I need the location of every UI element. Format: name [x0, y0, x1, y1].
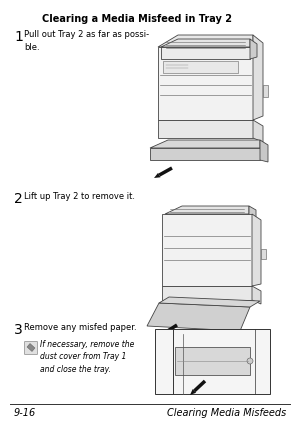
Bar — [161, 48, 250, 60]
Polygon shape — [193, 380, 206, 392]
Text: 2: 2 — [14, 192, 23, 205]
Text: 3: 3 — [14, 322, 23, 336]
Text: Remove any misfed paper.: Remove any misfed paper. — [24, 322, 136, 331]
Text: Clearing a Media Misfeed in Tray 2: Clearing a Media Misfeed in Tray 2 — [42, 14, 232, 24]
Polygon shape — [27, 344, 35, 352]
Polygon shape — [253, 36, 263, 121]
Text: Lift up Tray 2 to remove it.: Lift up Tray 2 to remove it. — [24, 192, 135, 201]
Text: Pull out Tray 2 as far as possi-
ble.: Pull out Tray 2 as far as possi- ble. — [24, 30, 149, 52]
Text: 1: 1 — [14, 30, 23, 44]
Polygon shape — [161, 40, 250, 48]
Polygon shape — [147, 303, 250, 331]
Polygon shape — [159, 324, 178, 337]
Polygon shape — [154, 173, 160, 178]
Text: Clearing Media Misfeeds: Clearing Media Misfeeds — [167, 407, 286, 417]
FancyBboxPatch shape — [25, 342, 38, 355]
Polygon shape — [252, 215, 261, 286]
Bar — [158, 121, 253, 139]
Polygon shape — [150, 141, 260, 149]
Bar — [162, 215, 252, 286]
Bar — [163, 62, 238, 74]
Bar — [162, 286, 252, 300]
Bar — [261, 249, 266, 259]
Polygon shape — [260, 141, 268, 163]
Polygon shape — [158, 167, 173, 177]
Polygon shape — [165, 207, 249, 215]
Bar — [155, 329, 270, 394]
Bar — [175, 347, 250, 375]
Polygon shape — [253, 121, 263, 143]
Polygon shape — [190, 389, 196, 395]
Text: If necessary, remove the
dust cover from Tray 1
and close the tray.: If necessary, remove the dust cover from… — [40, 339, 134, 373]
Polygon shape — [250, 40, 257, 60]
Polygon shape — [249, 207, 256, 227]
Bar — [150, 149, 260, 161]
Polygon shape — [155, 334, 161, 339]
Bar — [158, 48, 253, 121]
Polygon shape — [158, 36, 253, 48]
Polygon shape — [252, 286, 261, 304]
Polygon shape — [159, 297, 260, 307]
Bar — [263, 86, 268, 98]
Circle shape — [247, 358, 253, 364]
Bar — [165, 215, 249, 227]
Text: 9-16: 9-16 — [14, 407, 36, 417]
